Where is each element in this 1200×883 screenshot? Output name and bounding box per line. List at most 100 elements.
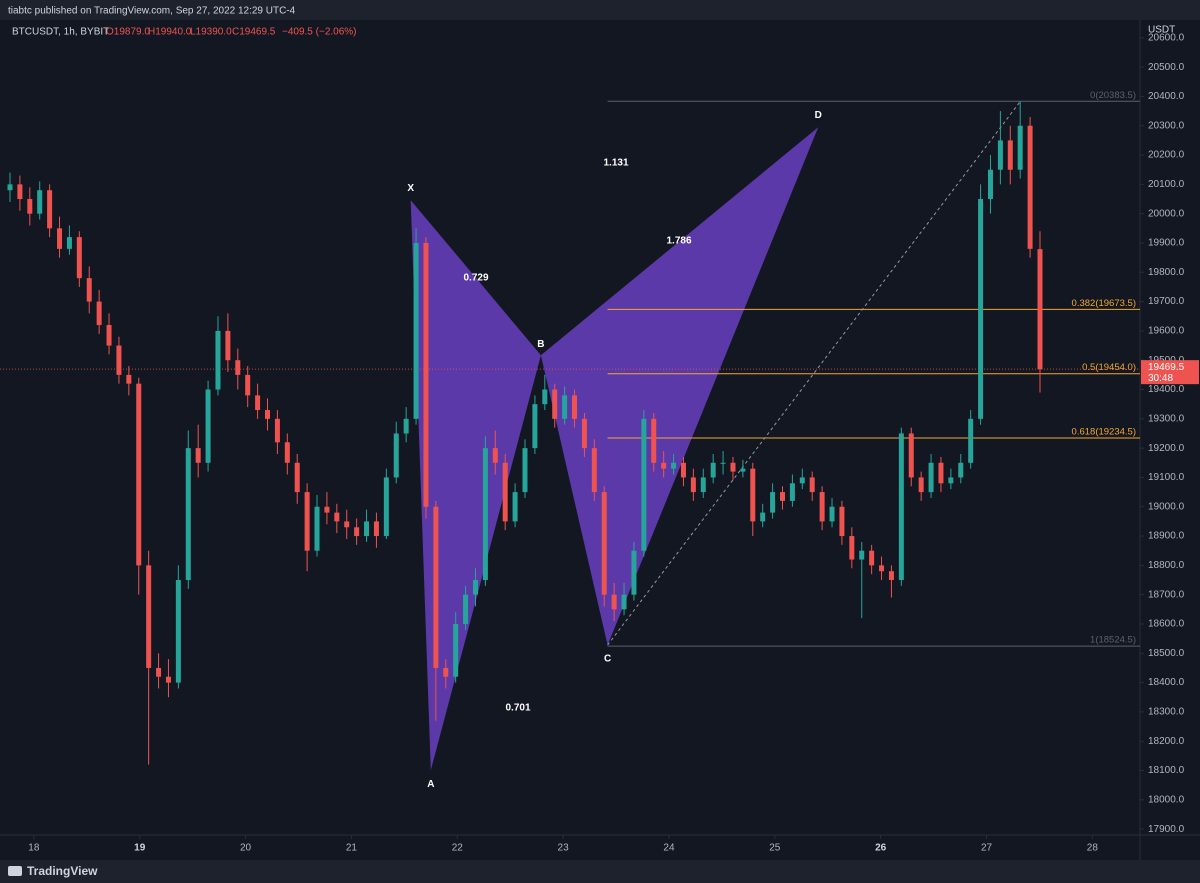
candle-body (413, 242, 419, 419)
price-tag (1141, 360, 1199, 385)
candle-body (314, 506, 320, 551)
candle-body (829, 506, 835, 522)
candle-body (274, 418, 280, 443)
publisher: tiabtc published on TradingView.com, Sep… (8, 6, 296, 17)
candle-body (354, 527, 360, 537)
pattern-point-label: C (604, 654, 611, 665)
y-tick-label: 20100.0 (1148, 179, 1185, 190)
candle-body (631, 550, 637, 595)
candle-body (17, 184, 23, 200)
y-tick-label: 18500.0 (1148, 648, 1185, 659)
candle-body (849, 536, 855, 560)
candle-body (156, 667, 162, 677)
y-tick-label: 19900.0 (1148, 238, 1185, 249)
candle-body (730, 462, 736, 472)
candle-body (393, 433, 399, 478)
currency: USDT (1148, 25, 1175, 36)
candle-body (780, 492, 785, 501)
candle-body (86, 278, 92, 302)
logo-icon (8, 866, 22, 876)
candle-body (255, 395, 261, 411)
y-tick-label: 18800.0 (1148, 560, 1185, 571)
x-tick-label: 22 (452, 843, 464, 854)
candle-body (433, 506, 439, 668)
candle-body (690, 477, 696, 493)
candle-body (47, 190, 53, 229)
candle-body (661, 462, 667, 469)
candle-body (235, 360, 241, 375)
x-tick-label: 25 (769, 843, 781, 854)
candle-body (27, 199, 33, 214)
candle-body (621, 594, 627, 610)
candle-body (562, 395, 568, 419)
x-tick-label: 21 (346, 843, 358, 854)
candle-body (1017, 125, 1023, 170)
candle-body (581, 418, 587, 449)
candle-body (522, 448, 528, 493)
candle-body (294, 462, 300, 493)
pattern-ratio: 1.786 (666, 236, 691, 247)
y-tick-label: 17900.0 (1148, 824, 1185, 835)
candle-body (948, 477, 954, 484)
y-tick-label: 19800.0 (1148, 267, 1185, 278)
candle-body (463, 594, 469, 624)
change: −409.5 (−2.06%) (282, 27, 357, 38)
x-tick-label: 19 (134, 843, 146, 854)
pattern-point-label: A (427, 779, 434, 790)
candle-body (37, 190, 43, 214)
candle-body (215, 330, 221, 390)
candle-body (334, 512, 340, 522)
plot: 17900.0 18000.0 18100.0 18200.0 18300.0 18400… (0, 32, 1185, 854)
candle-body (165, 676, 171, 683)
candle-body (700, 477, 706, 493)
y-tick-label: 20600.0 (1148, 32, 1185, 43)
candle-body (126, 374, 132, 384)
candle-body (968, 418, 974, 463)
candle-body (205, 389, 211, 463)
candle-body (898, 433, 904, 581)
candle-body (76, 237, 82, 279)
y-tick-label: 18300.0 (1148, 707, 1185, 718)
candle-body (1027, 125, 1033, 249)
x-tick-label: 23 (558, 843, 570, 854)
y-tick-label: 18700.0 (1148, 589, 1185, 600)
candle-body (106, 325, 112, 346)
fib-label: 0.618(19234.5) (1072, 427, 1136, 438)
candle-body (423, 242, 429, 507)
open: O19879.0 (106, 27, 150, 38)
logo (8, 866, 22, 876)
candle-body (1007, 140, 1013, 170)
candle-body (918, 477, 924, 493)
candle-body (572, 395, 578, 419)
pattern-xab (410, 200, 541, 771)
y-tick-label: 18400.0 (1148, 677, 1185, 688)
candle-body (66, 237, 72, 249)
candle-body (938, 462, 944, 484)
candle-body (373, 521, 379, 537)
candle-body (344, 521, 350, 528)
candle-body (760, 512, 766, 522)
low: L19390.0 (190, 27, 232, 38)
candle-body (879, 565, 885, 572)
candle-body (1037, 249, 1043, 370)
candle-body (403, 418, 409, 434)
y-tick-label: 18000.0 (1148, 794, 1185, 805)
candle-body (908, 433, 914, 478)
x-tick-label: 27 (981, 843, 993, 854)
candle-body (958, 462, 964, 478)
candle-body (651, 418, 657, 463)
candle-body (888, 571, 894, 581)
y-tick-label: 20200.0 (1148, 150, 1185, 161)
y-tick-label: 19200.0 (1148, 443, 1185, 454)
candle-body (750, 468, 756, 522)
x-tick-label: 28 (1087, 843, 1099, 854)
y-tick-label: 18100.0 (1148, 765, 1185, 776)
x-tick-label: 18 (28, 843, 40, 854)
candle-body (383, 477, 389, 537)
candle-body (928, 462, 934, 493)
pattern-ratio: 0.701 (505, 703, 530, 714)
candle-body (492, 448, 498, 463)
close: C19469.5 (232, 27, 276, 38)
